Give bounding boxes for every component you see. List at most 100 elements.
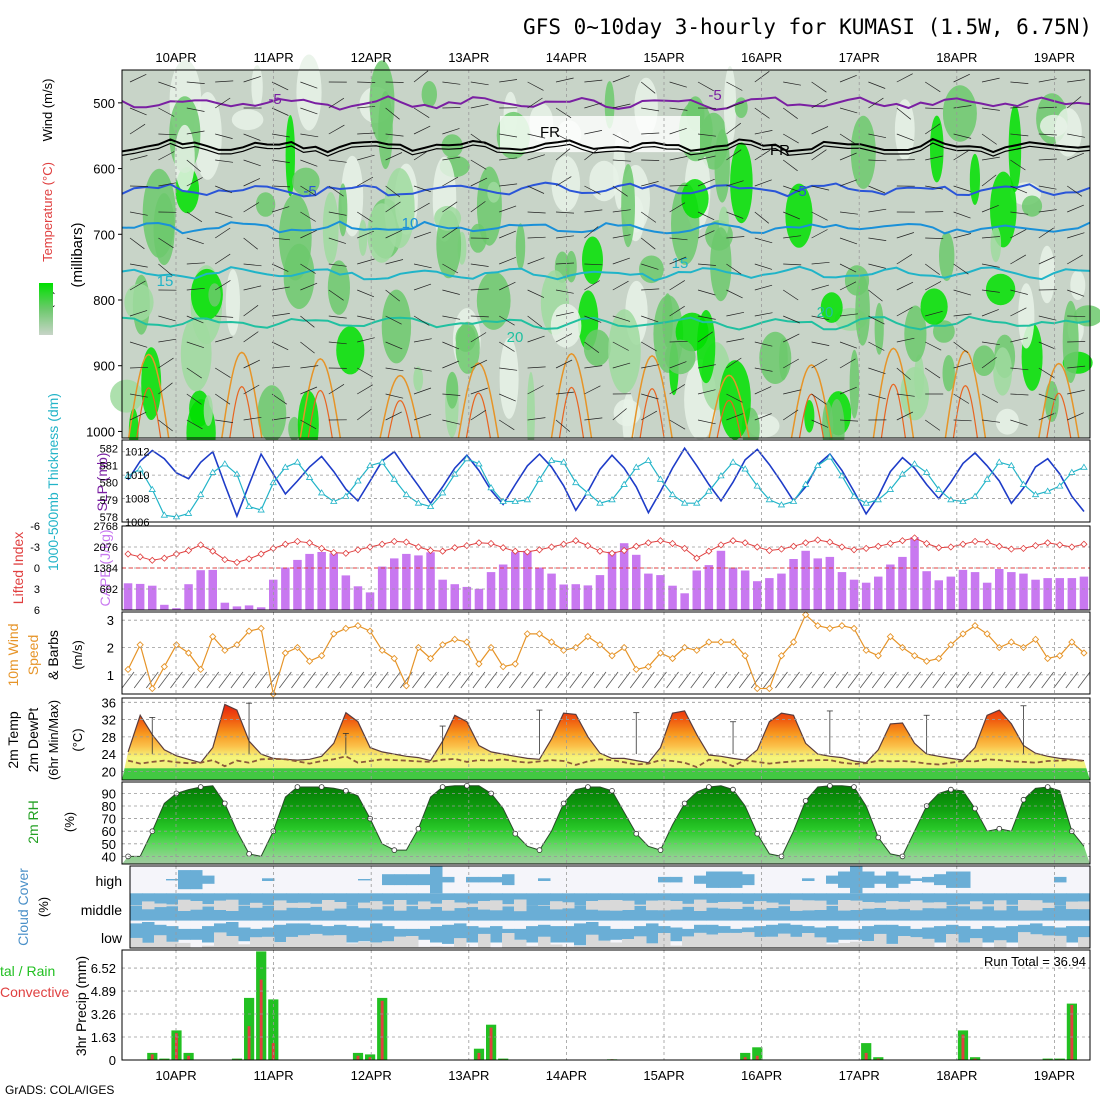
wind-barb [953, 341, 969, 354]
cloud-gap [598, 940, 611, 948]
wind10-point [656, 649, 665, 657]
cloud-cell [442, 924, 455, 944]
cloud-gap [826, 944, 839, 948]
cape-bar [849, 579, 859, 610]
date-label-top: 14APR [546, 50, 587, 65]
cloud-gap [370, 901, 383, 910]
wind-barb [357, 337, 375, 343]
wind-barb [243, 237, 258, 250]
lifted-point [1080, 540, 1088, 548]
surface-barb [1029, 671, 1042, 689]
lifted-tick-label: 3 [34, 584, 40, 596]
slp-line [127, 446, 1085, 519]
cloud-gap [934, 902, 947, 909]
surface-barb [291, 671, 304, 689]
wind-barb [499, 183, 518, 187]
cloud-gap [586, 934, 599, 948]
cloud-cell [802, 878, 815, 881]
wind-barb [839, 281, 857, 291]
wind-barb [896, 133, 914, 141]
wind10-point [983, 630, 991, 638]
wind-barb [129, 310, 148, 317]
wind-barb [697, 364, 716, 369]
wind-barb [470, 201, 486, 213]
cape-bar [256, 607, 266, 610]
cloud-cell [430, 866, 443, 894]
wind-barb [385, 367, 404, 372]
cloud-gap [850, 941, 863, 948]
wind-barb [186, 262, 205, 265]
wind-barb [385, 259, 404, 265]
thickness-point [245, 502, 253, 510]
wind10-point [451, 635, 459, 643]
wind-barb [896, 254, 913, 265]
cloud-gap [262, 904, 275, 906]
wind-barb [924, 419, 941, 431]
cloud-gap [250, 902, 263, 908]
wind-barb [413, 202, 430, 213]
surface-barb [956, 671, 970, 689]
wind-barb [357, 384, 373, 395]
wind-barb [442, 393, 461, 396]
cloud-cell [1054, 893, 1067, 921]
thickness-point [1043, 487, 1052, 494]
cape-bar [511, 551, 520, 610]
cape-bar [958, 569, 968, 610]
lifted-point [197, 541, 205, 549]
cape-bar [777, 573, 786, 610]
lifted-point [499, 544, 507, 552]
cloud-cell [682, 893, 695, 921]
wind10-point [245, 627, 253, 635]
cloud-gap [922, 902, 935, 909]
cloud-gap [298, 935, 311, 948]
wind-barb [1038, 367, 1055, 378]
low-temp-contour [872, 347, 915, 439]
precip-conv-bar [368, 1057, 372, 1060]
wind-barb [925, 107, 944, 110]
wind-barb [981, 107, 1000, 111]
wind-barb [243, 76, 261, 83]
temp-tick-label: 24 [102, 747, 116, 762]
rh2m-point [439, 784, 446, 790]
wind10-point [668, 654, 677, 663]
wind-barb [953, 133, 972, 139]
wind-barb [697, 81, 714, 92]
rh2m-point [851, 784, 857, 790]
wind-barb [186, 130, 205, 135]
rh2m-point [1020, 796, 1027, 803]
cape-bar [995, 569, 1004, 610]
cape-bar [293, 559, 302, 610]
wind-barb [555, 176, 572, 187]
wind10-point [463, 638, 471, 646]
cape-tick-label: 2076 [94, 542, 118, 554]
wind10-point [1080, 649, 1088, 657]
wind-barb [868, 393, 886, 400]
wind-barb [1010, 393, 1029, 396]
wind-barb [271, 365, 290, 369]
cloud-gap [718, 932, 731, 948]
cloud-gap [754, 936, 767, 948]
wind-barb [499, 157, 518, 161]
cape-bar [474, 588, 484, 610]
cape-bar [341, 575, 351, 610]
wind-barb [612, 209, 631, 213]
cloud-cell [898, 875, 911, 884]
rh-blob [874, 302, 884, 355]
date-label-top: 19APR [1034, 50, 1075, 65]
wind-barb [839, 419, 859, 422]
wind-barb [754, 211, 770, 224]
lifted-point [523, 548, 531, 556]
cloud-cell [886, 871, 899, 888]
wind-tick-label: 1 [107, 668, 114, 683]
cape-bar [874, 576, 883, 610]
cloud-gap [586, 901, 599, 910]
wind-barb [783, 235, 802, 239]
rh-blob [288, 416, 301, 441]
rh-tick-label: 40 [102, 849, 116, 864]
cloud-cell [850, 928, 863, 940]
cloud-gap [1042, 935, 1055, 948]
cloud-gap [610, 900, 623, 911]
wind-barb [328, 211, 347, 216]
wind-barb [669, 256, 687, 265]
thickness-point [330, 497, 338, 504]
